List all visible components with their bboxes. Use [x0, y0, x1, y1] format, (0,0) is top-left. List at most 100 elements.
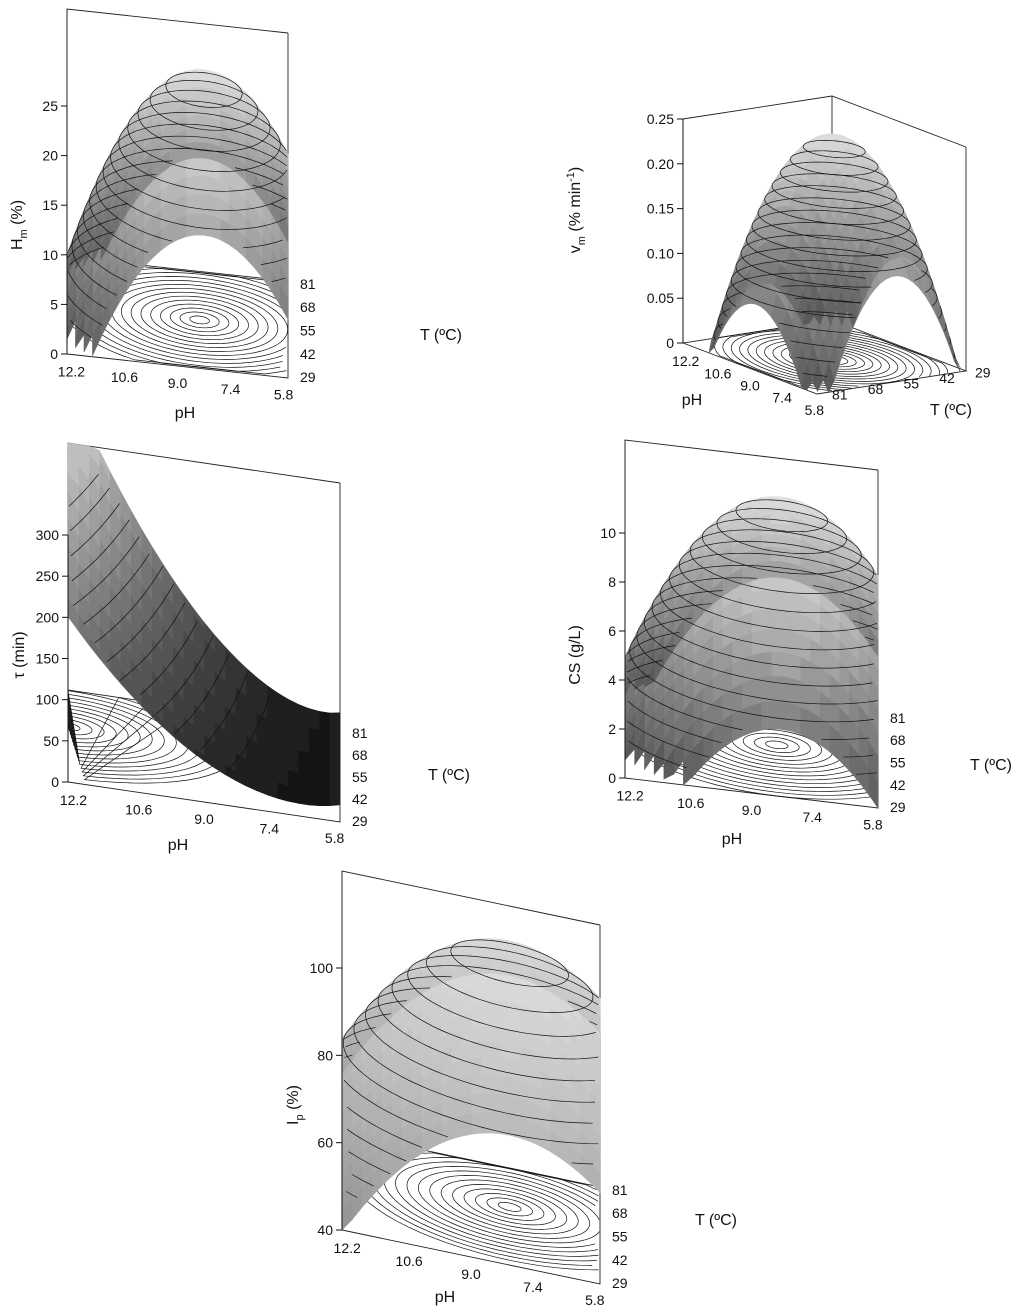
surface-facet	[211, 214, 221, 241]
surface-contour	[764, 185, 904, 225]
surface-facet	[460, 1027, 472, 1045]
surface-contour	[813, 585, 875, 605]
surface-facet	[211, 159, 221, 181]
surface-facet	[480, 999, 492, 1014]
surface-contour	[83, 174, 156, 268]
surface-facet	[780, 534, 791, 550]
x-axis-label: pH	[682, 392, 702, 409]
surface-facet	[500, 1013, 512, 1030]
y-tick-label: 29	[352, 813, 368, 829]
x-tick-label: 10.6	[395, 1253, 422, 1269]
x-tick-label: 7.4	[523, 1279, 543, 1295]
y-tick-label: 55	[890, 755, 906, 771]
base-contour	[463, 1188, 556, 1226]
surface-contour	[865, 636, 875, 641]
surface-contour	[931, 288, 938, 307]
surface-facet	[202, 193, 212, 216]
surface-contour	[651, 577, 874, 669]
x-tick-label: 9.0	[740, 378, 760, 394]
surface-contour	[636, 603, 878, 705]
surface-contour	[343, 1027, 376, 1040]
y-tick-label: 68	[868, 381, 884, 397]
base-contour	[739, 332, 924, 387]
surface-contour	[856, 772, 877, 775]
surface-facet	[318, 794, 330, 799]
surface-facet	[202, 213, 212, 237]
surface	[708, 133, 962, 393]
surface-facet	[67, 442, 79, 449]
surface-facet	[520, 1117, 531, 1143]
x-tick-label: 10.6	[677, 795, 704, 811]
z-tick-label: 0	[51, 774, 59, 790]
surface-facet	[770, 502, 782, 509]
surface-contour	[627, 720, 710, 758]
surface-contour	[226, 723, 259, 772]
z-tick-label: 100	[36, 692, 60, 708]
y-tick-label: 81	[832, 387, 848, 403]
surface-contour	[69, 513, 89, 532]
surface-contour	[342, 1013, 599, 1145]
surface-contour	[757, 197, 911, 241]
surface	[341, 938, 601, 1231]
surface-facet	[440, 1118, 452, 1144]
surface-contour	[938, 306, 943, 320]
z-tick-label: 25	[42, 98, 58, 114]
x-axis-label: pH	[175, 405, 195, 422]
surface-facet	[470, 1112, 482, 1135]
surface-contour	[292, 746, 307, 773]
surface-facet	[450, 1115, 462, 1140]
surface-facet	[194, 193, 204, 215]
surface-facet	[329, 730, 341, 735]
base-contour	[452, 1184, 568, 1230]
surface-contour	[174, 686, 213, 735]
panel-vm: 0 0.05 0.10 0.15 0.20 0.25 12.2 10.6 9.0 7.4 5.8 81…	[565, 95, 991, 419]
surface-contour	[195, 635, 214, 669]
surface-facet	[799, 656, 811, 686]
surface-facet	[460, 1093, 472, 1116]
surface-facet	[470, 964, 482, 975]
surface-contour	[840, 604, 873, 616]
surface-contour	[232, 674, 247, 705]
surface	[67, 442, 341, 807]
surface-facet	[329, 719, 341, 725]
x-tick-label: 12.2	[58, 363, 85, 379]
surface-contour	[165, 71, 243, 108]
x-tick-label: 7.4	[221, 381, 241, 397]
panel-tau: 0 50 100 150 200 250 300 12.2 10.6 9.0 7.4 5.8 29 42 5…	[11, 442, 470, 854]
surface-contour	[780, 161, 889, 193]
surface-contour	[343, 1080, 448, 1138]
z-tick-label: 2	[608, 721, 616, 737]
surface-contour	[140, 566, 164, 599]
z-tick-label: 10	[42, 247, 58, 263]
surface-facet	[329, 733, 341, 739]
base-contour	[160, 303, 240, 337]
surface-facet	[211, 176, 221, 199]
y-tick-label: 55	[300, 323, 316, 339]
surface-facet	[202, 128, 212, 145]
surface-contour	[179, 621, 198, 651]
surface-contour	[921, 270, 933, 293]
surface-contour	[852, 620, 878, 630]
surface-contour	[77, 188, 139, 283]
y-axis-label: T (ºC)	[428, 767, 470, 784]
x-axis-label: pH	[435, 1289, 455, 1306]
base-contour	[475, 1193, 545, 1221]
surface-contour	[271, 277, 286, 282]
surface-facet	[751, 590, 762, 613]
surface-facet	[799, 706, 811, 739]
surface-facet	[185, 193, 195, 216]
surface-facet	[741, 611, 752, 637]
y-tick-label: 42	[939, 370, 955, 386]
surface-contour	[407, 955, 599, 1037]
surface-contour	[68, 271, 107, 310]
surface-contour	[730, 259, 879, 319]
surface-facet	[500, 1093, 512, 1116]
surface-facet	[500, 1000, 512, 1016]
surface-facet	[780, 629, 791, 654]
base-contour	[383, 1157, 599, 1257]
base-contour	[130, 291, 269, 348]
surface-facet	[450, 1077, 462, 1100]
z-axis-label-part: v	[567, 245, 584, 253]
surface-facet	[490, 988, 502, 1002]
surface-contour	[118, 112, 288, 192]
